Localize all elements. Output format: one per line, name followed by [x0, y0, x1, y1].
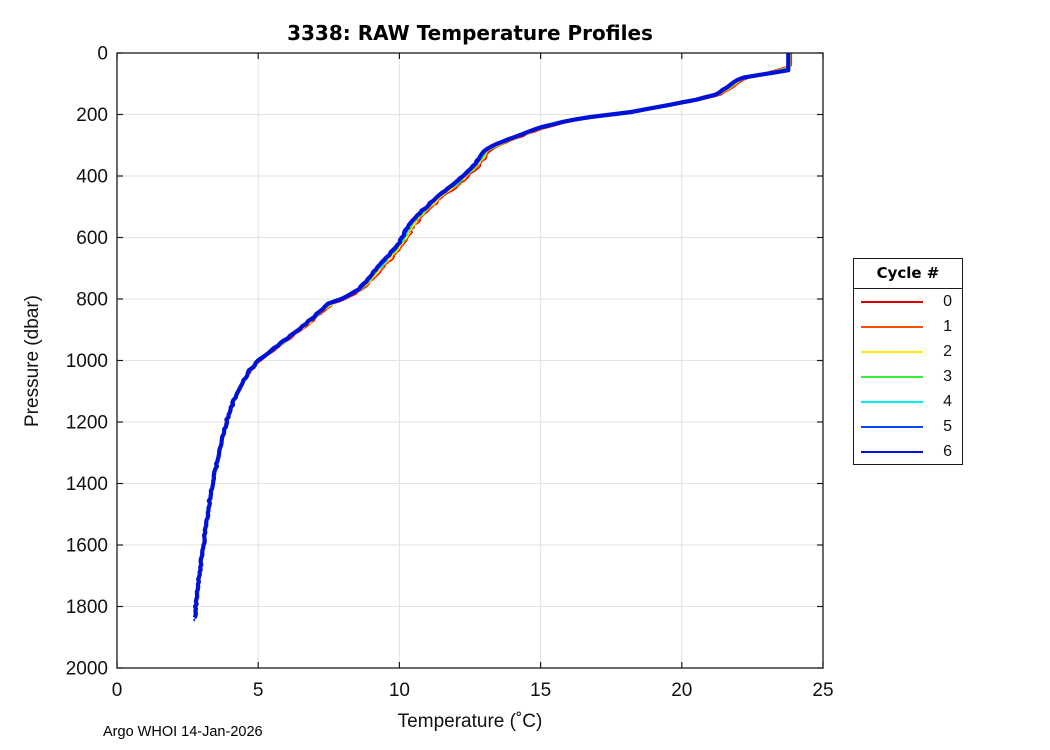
legend-line-sample: [861, 300, 923, 303]
legend-entry-label: 2: [943, 342, 952, 360]
legend-line-sample: [861, 375, 923, 378]
x-axis-label: Temperature (˚C): [397, 711, 543, 732]
legend-row-5: 5: [854, 414, 962, 439]
x-tick-label: 10: [389, 680, 410, 701]
y-tick-label: 1400: [66, 474, 108, 495]
profile-line-5: [192, 53, 790, 622]
legend-entry-label: 4: [943, 392, 952, 410]
legend-line-sample: [861, 350, 923, 353]
legend-entry-label: 3: [943, 367, 952, 385]
y-tick-label: 1600: [66, 536, 108, 557]
legend-row-3: 3: [854, 364, 962, 389]
legend-entry-label: 1: [943, 317, 952, 335]
legend-row-4: 4: [854, 389, 962, 414]
profile-line-4: [193, 53, 790, 617]
y-tick-label: 1800: [66, 597, 108, 618]
x-tick-label: 25: [812, 680, 833, 701]
legend-line-sample: [861, 425, 923, 428]
legend: Cycle # 0 1 2 3 4 5 6: [853, 258, 963, 465]
x-tick-label: 0: [112, 680, 123, 701]
x-tick-label: 15: [530, 680, 551, 701]
legend-row-6: 6: [854, 439, 962, 464]
y-tick-label: 400: [76, 167, 108, 188]
profile-line-3: [193, 53, 791, 615]
y-tick-label: 0: [97, 44, 108, 65]
x-tick-label: 5: [253, 680, 264, 701]
profile-line-6: [192, 53, 791, 619]
legend-entry-label: 6: [943, 442, 952, 460]
legend-row-1: 1: [854, 314, 962, 339]
chart-title: 3338: RAW Temperature Profiles: [287, 21, 653, 45]
y-tick-label: 200: [76, 105, 108, 126]
legend-entry-label: 0: [943, 292, 952, 310]
y-axis-label: Pressure (dbar): [22, 294, 43, 427]
y-axis-label-wrap: Pressure (dbar): [14, 53, 52, 668]
legend-row-2: 2: [854, 339, 962, 364]
profile-line-2: [193, 53, 791, 617]
x-tick-label: 20: [671, 680, 692, 701]
watermark-text: Argo WHOI 14-Jan-2026: [103, 724, 263, 740]
y-tick-label: 1200: [66, 413, 108, 434]
legend-entry-label: 5: [943, 417, 952, 435]
legend-rows: 0 1 2 3 4 5 6: [854, 289, 962, 464]
legend-line-sample: [861, 325, 923, 328]
profile-line-1: [194, 53, 792, 615]
legend-row-0: 0: [854, 289, 962, 314]
y-tick-label: 600: [76, 228, 108, 249]
y-tick-label: 2000: [66, 659, 108, 680]
y-tick-label: 1000: [66, 351, 108, 372]
legend-line-sample: [861, 450, 923, 453]
y-tick-label: 800: [76, 290, 108, 311]
legend-line-sample: [861, 400, 923, 403]
profile-line-0: [193, 53, 793, 616]
legend-title: Cycle #: [854, 259, 962, 289]
